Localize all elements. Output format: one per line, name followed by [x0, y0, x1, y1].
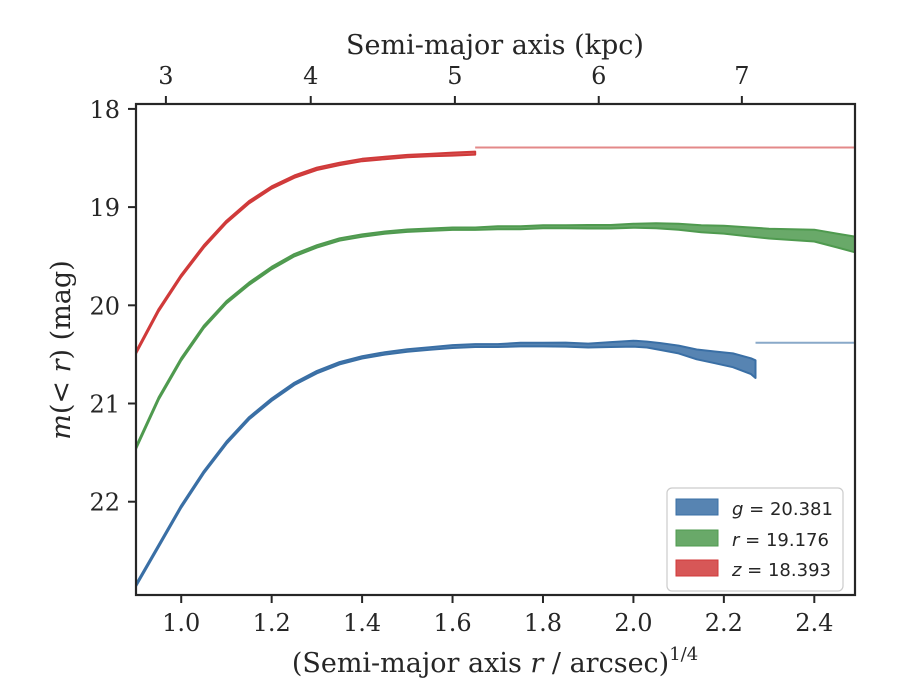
legend-val-g: 20.381 [770, 499, 833, 520]
profile-band-r [135, 222, 856, 450]
y-axis-title-close: ) [46, 349, 77, 360]
x-tick-label: 2.2 [705, 609, 743, 637]
legend-var-g: g [732, 499, 743, 520]
legend-var-z: z [731, 560, 742, 581]
top-x-tick-label: 5 [447, 62, 462, 90]
y-tick-label: 19 [89, 194, 120, 222]
x-tick-label: 1.4 [343, 609, 381, 637]
legend-eq-z: = [741, 560, 768, 581]
profile-band-g [135, 339, 757, 588]
legend: g = 20.381 r = 19.176 z = 18.393 [666, 487, 844, 592]
x-tick-label: 2.4 [795, 609, 833, 637]
x-axis-title-var-r: r [530, 648, 545, 679]
plot-frame [134, 102, 857, 597]
legend-var-r: r [732, 530, 741, 551]
ticks-layer: 1.0 1.2 1.4 1.6 1.8 2.0 2.2 2.4 18 19 20 21 22 3 4 5 6 7 [89, 62, 833, 637]
y-axis-title-paren: (< [46, 372, 77, 414]
y-tick-label: 21 [89, 391, 120, 419]
legend-swatch-r [675, 529, 719, 547]
x-tick-label: 1.6 [433, 609, 471, 637]
top-x-tick-label: 7 [734, 62, 749, 90]
y-tick-label: 22 [89, 489, 120, 517]
top-x-tick-label: 6 [591, 62, 606, 90]
top-x-tick-label: 3 [158, 62, 173, 90]
y-axis-title-m: m [46, 414, 77, 440]
y-tick-label: 18 [89, 96, 120, 124]
x-axis-title: (Semi-major axis r / arcsec)1/4 [292, 644, 698, 679]
legend-label-z: z = 18.393 [731, 560, 831, 581]
top-x-axis-title: Semi-major axis (kpc) [346, 30, 644, 61]
y-axis-title: m(< r) (mag) [46, 260, 77, 439]
x-axis-title-exponent: 1/4 [669, 644, 698, 665]
x-axis-title-part-1: (Semi-major axis [292, 648, 531, 679]
top-x-tick-label: 4 [303, 62, 318, 90]
legend-eq-g: = [743, 499, 770, 520]
y-axis-title-unit: (mag) [46, 260, 77, 349]
legend-val-r: 19.176 [766, 530, 829, 551]
legend-label-r: r = 19.176 [732, 530, 829, 551]
x-tick-label: 1.2 [253, 609, 291, 637]
y-axis-title-r: r [46, 357, 77, 372]
legend-swatch-z [675, 559, 719, 577]
profile-band-z [135, 150, 477, 355]
x-axis-title-part-2: / arcsec) [543, 648, 669, 679]
x-tick-label: 1.8 [524, 609, 562, 637]
y-tick-label: 20 [89, 292, 120, 320]
legend-label-g: g = 20.381 [732, 499, 833, 520]
x-tick-label: 1.0 [162, 609, 200, 637]
legend-val-z: 18.393 [768, 560, 831, 581]
legend-eq-r: = [739, 530, 766, 551]
legend-swatch-g [675, 498, 719, 516]
x-tick-label: 2.0 [614, 609, 652, 637]
